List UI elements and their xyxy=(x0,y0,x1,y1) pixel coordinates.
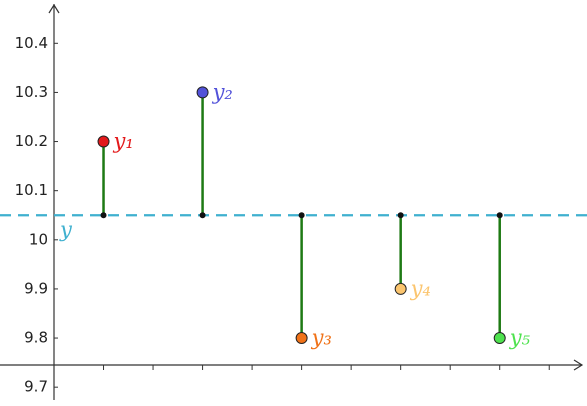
point xyxy=(196,86,209,99)
mean-foot xyxy=(199,212,206,219)
point xyxy=(97,135,110,148)
y-tick-label: 10.2 xyxy=(15,132,48,150)
point-label: y₄ xyxy=(410,276,431,300)
y-tick-label: 10 xyxy=(29,230,48,248)
mean-label: y xyxy=(59,218,73,242)
y-tick-label: 10.4 xyxy=(15,34,48,52)
point xyxy=(493,332,506,345)
y-tick-label: 9.7 xyxy=(24,378,48,396)
x-axis-arrow xyxy=(573,359,584,371)
point xyxy=(295,332,308,345)
point-label: y₃ xyxy=(311,326,332,350)
point-label: y₅ xyxy=(509,326,531,350)
point-label: y₂ xyxy=(212,80,233,104)
y-tick-label: 9.9 xyxy=(24,279,48,297)
mean-foot xyxy=(496,212,503,219)
y-tick-label: 10.1 xyxy=(15,181,48,199)
point-label: y₁ xyxy=(113,129,134,153)
point xyxy=(394,282,407,295)
y-tick-label: 9.8 xyxy=(24,329,48,347)
mean-foot xyxy=(298,212,305,219)
mean-foot xyxy=(397,212,404,219)
y-tick-label: 10.3 xyxy=(15,83,48,101)
y-axis-arrow xyxy=(48,3,60,14)
mean-foot xyxy=(100,212,107,219)
